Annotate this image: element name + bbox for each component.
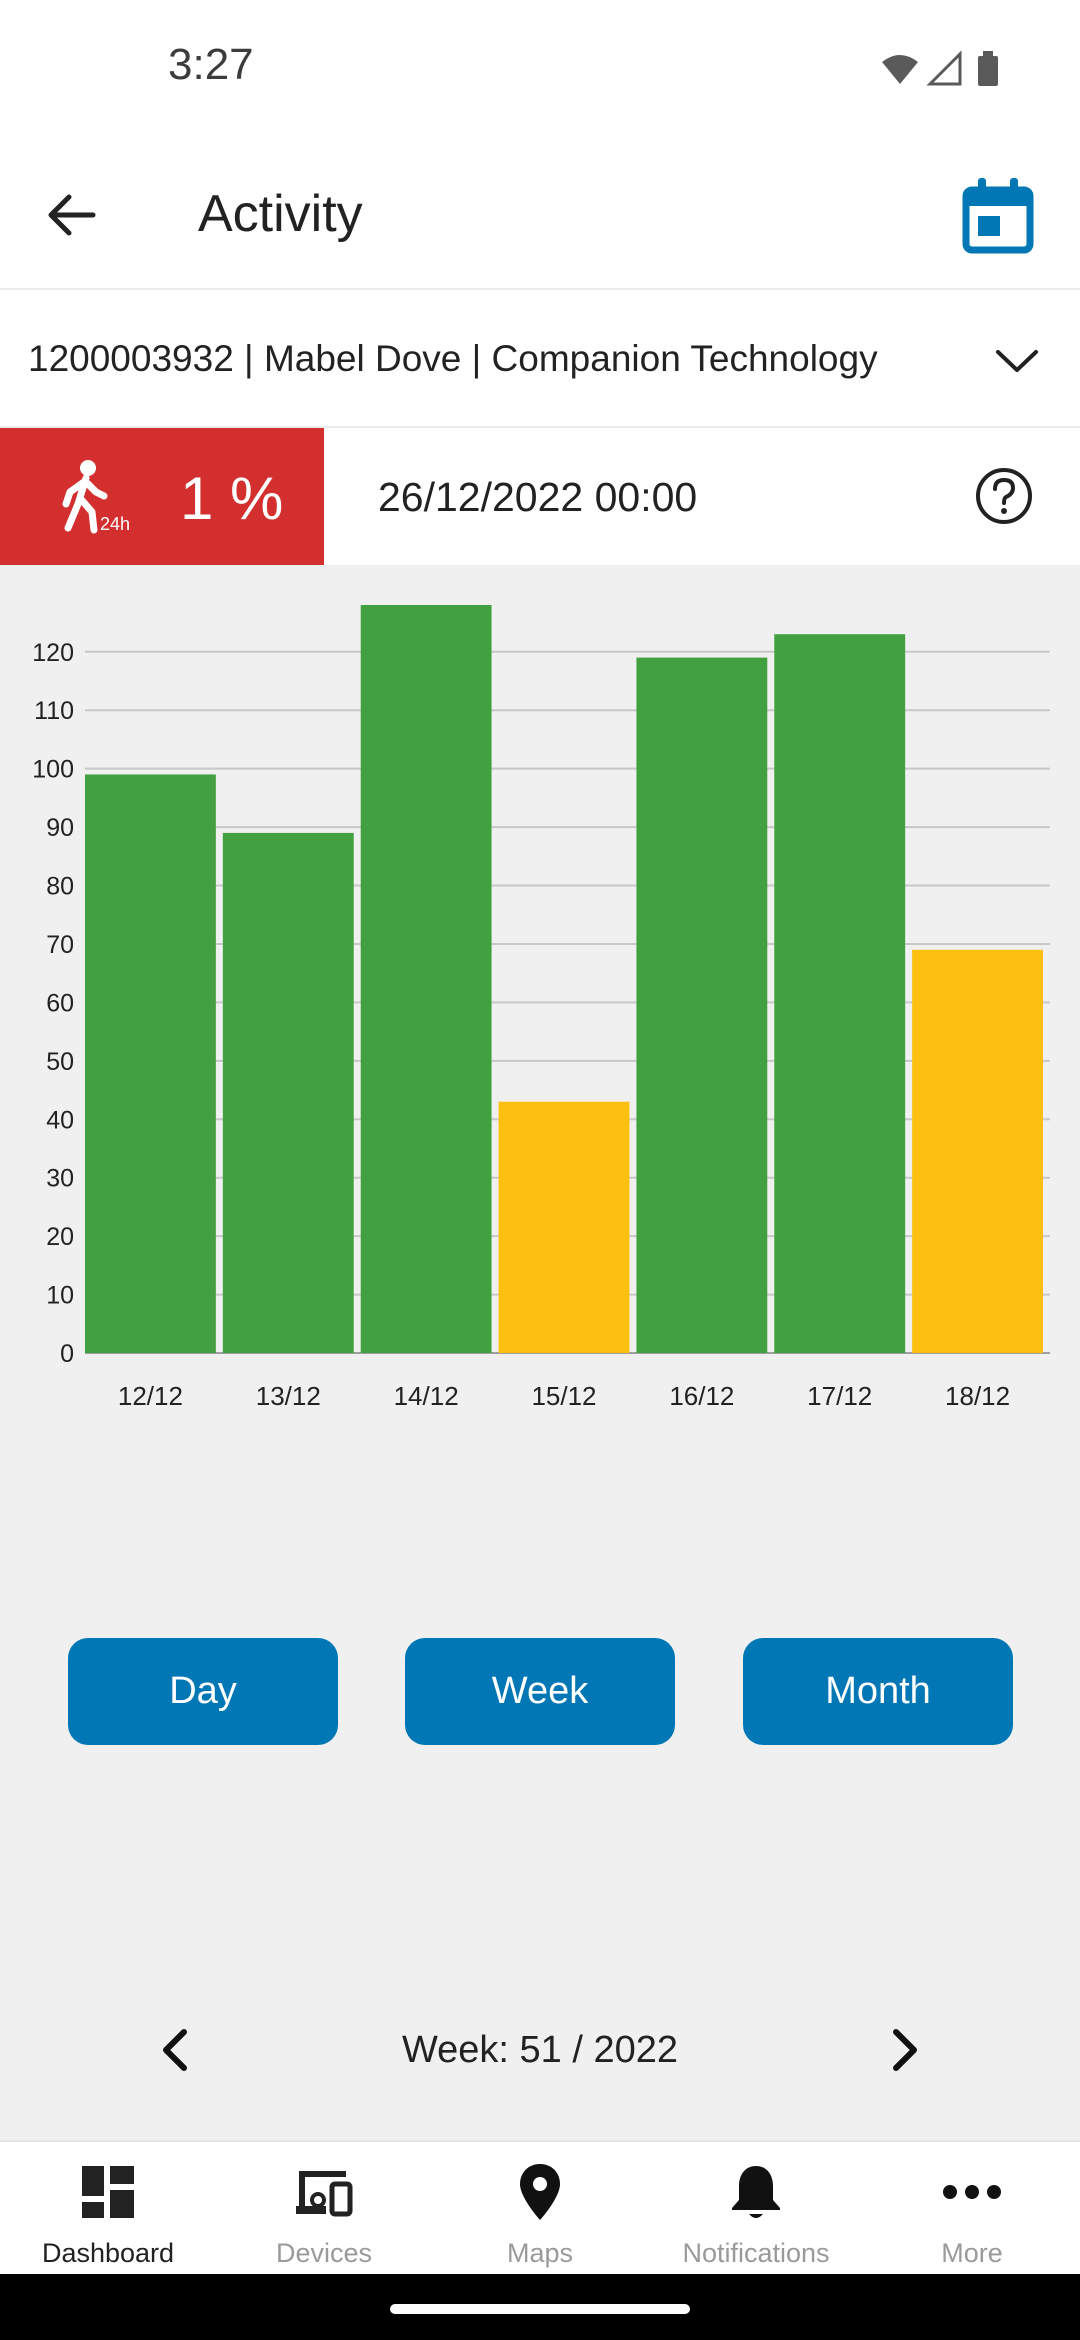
y-tick-label: 40 (46, 1106, 74, 1134)
y-tick-label: 90 (46, 814, 74, 842)
nav-label: Devices (275, 2238, 373, 2268)
chevron-right-icon (893, 2029, 917, 2071)
bottom-navigation: Dashboard Devices Maps Notifications Mor… (0, 2140, 1080, 2274)
arrow-back-icon (48, 194, 96, 236)
nav-label: More (941, 2238, 1003, 2268)
back-button[interactable] (36, 180, 106, 250)
nav-dashboard[interactable]: Dashboard (0, 2142, 216, 2276)
page-title: Activity (198, 185, 363, 243)
chart-area: 0 10 20 30 40 50 60 70 80 90 100 110 120 12/12 13/12 14… (0, 565, 1080, 2140)
y-tick-label: 80 (46, 873, 74, 901)
week-button[interactable]: Week (405, 1638, 675, 1745)
y-tick-label: 120 (32, 639, 74, 667)
walker-icon-caption: 24h (100, 514, 130, 534)
x-tick-label: 18/12 (945, 1381, 1010, 1411)
nav-label: Notifications (682, 2238, 830, 2268)
nav-notifications[interactable]: Notifications (648, 2142, 864, 2276)
activity-summary: 24h 1 % 26/12/2022 00:00 (0, 428, 1080, 565)
day-button[interactable]: Day (68, 1638, 338, 1745)
bar-14-12[interactable] (360, 605, 492, 1353)
wifi-icon (882, 55, 918, 84)
y-tick-label: 0 (60, 1340, 74, 1368)
status-time: 3:27 (168, 40, 254, 89)
nav-more[interactable]: More (864, 2142, 1080, 2276)
bar-17-12[interactable] (774, 634, 906, 1353)
y-tick-label: 110 (34, 697, 74, 725)
nav-devices[interactable]: Devices (216, 2142, 432, 2276)
nav-label: Dashboard (41, 2238, 175, 2268)
chevron-down-icon (996, 350, 1038, 372)
y-tick-label: 70 (46, 931, 74, 959)
bar-18-12[interactable] (912, 949, 1043, 1353)
x-tick-label: 12/12 (118, 1381, 183, 1411)
help-icon[interactable] (974, 466, 1034, 526)
y-tick-label: 10 (46, 1282, 74, 1310)
bar-15-12[interactable] (498, 1101, 630, 1353)
chevron-left-icon (163, 2029, 187, 2071)
y-tick-label: 60 (46, 989, 74, 1017)
status-icons (882, 50, 998, 86)
y-tick-label: 20 (46, 1223, 74, 1251)
week-navigation: Week: 51 / 2022 (0, 2005, 1080, 2095)
signal-icon (926, 50, 962, 86)
x-tick-label: 15/12 (531, 1381, 596, 1411)
x-tick-label: 17/12 (807, 1381, 872, 1411)
x-tick-label: 16/12 (669, 1381, 734, 1411)
x-tick-label: 13/12 (256, 1381, 321, 1411)
status-bar: 3:27 (0, 0, 1080, 140)
gesture-handle[interactable] (390, 2304, 690, 2314)
y-tick-label: 100 (32, 756, 74, 784)
more-dots-icon (943, 2185, 1001, 2199)
bar-16-12[interactable] (636, 657, 768, 1353)
app-bar: Activity (0, 140, 1080, 290)
activity-percent: 1 % (180, 465, 284, 532)
nav-maps[interactable]: Maps (432, 2142, 648, 2276)
dashboard-icon (82, 2166, 134, 2218)
previous-week-button[interactable] (150, 2015, 200, 2085)
selector-value: 1200003932 | Mabel Dove | Companion Tech… (28, 338, 878, 379)
week-label: Week: 51 / 2022 (401, 2029, 679, 2071)
gesture-bar (0, 2274, 1080, 2340)
walking-24h-icon: 24h (62, 460, 130, 534)
bar-12-12[interactable] (85, 774, 216, 1353)
resident-selector[interactable]: 1200003932 | Mabel Dove | Companion Tech… (0, 292, 1080, 428)
battery-icon (978, 51, 998, 86)
x-tick-label: 14/12 (394, 1381, 459, 1411)
bar-13-12[interactable] (222, 832, 354, 1353)
devices-icon (296, 2171, 353, 2217)
nav-label: Maps (506, 2238, 574, 2268)
activity-badge: 24h 1 % (0, 428, 324, 565)
y-tick-label: 30 (46, 1165, 74, 1193)
y-tick-label: 50 (46, 1048, 74, 1076)
next-week-button[interactable] (880, 2015, 930, 2085)
map-pin-icon (520, 2164, 560, 2220)
bell-icon (732, 2166, 780, 2218)
activity-datetime: 26/12/2022 00:00 (378, 474, 698, 520)
month-button[interactable]: Month (743, 1638, 1013, 1745)
calendar-icon[interactable] (960, 176, 1036, 256)
activity-bar-chart: 0 10 20 30 40 50 60 70 80 90 100 110 120 12/12 13/12 14… (32, 605, 1050, 1411)
